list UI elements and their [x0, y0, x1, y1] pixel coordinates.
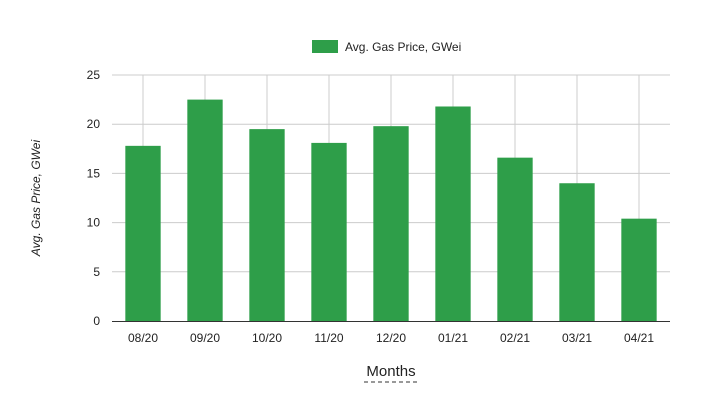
bar: [311, 142, 347, 321]
y-tick-label: 15: [87, 166, 101, 180]
y-tick-labels: 0 5 10 15 20 25: [87, 68, 101, 328]
x-tick-label: 11/20: [314, 331, 343, 345]
x-axis-label: Months: [366, 363, 415, 380]
x-tick-label: 04/21: [624, 331, 654, 345]
y-tick-label: 5: [93, 265, 100, 279]
x-tick-label: 03/21: [562, 331, 592, 345]
bar: [435, 106, 471, 321]
legend-swatch: [312, 40, 338, 53]
y-tick-label: 0: [93, 314, 100, 328]
bar: [187, 99, 223, 321]
bar: [559, 183, 595, 321]
x-tick-labels: 08/20 09/20 10/20 11/20 12/20 01/21 02/21 03/21…: [128, 331, 654, 345]
x-tick-label: 12/20: [376, 331, 406, 345]
bar: [249, 129, 285, 321]
y-tick-label: 10: [87, 216, 101, 230]
x-tick-label: 10/20: [252, 331, 282, 345]
y-tick-label: 25: [87, 68, 101, 82]
legend-label: Avg. Gas Price, GWei: [345, 40, 461, 54]
bar: [373, 126, 409, 321]
bars: [125, 99, 657, 321]
x-tick-label: 01/21: [438, 331, 468, 345]
bar: [497, 157, 533, 321]
x-tick-label: 08/20: [128, 331, 158, 345]
y-tick-label: 20: [87, 117, 101, 131]
bar: [125, 145, 161, 321]
bar: [621, 218, 657, 321]
y-axis-label: Avg. Gas Price, GWei: [29, 140, 43, 258]
legend: Avg. Gas Price, GWei: [312, 40, 461, 54]
x-tick-label: 02/21: [500, 331, 530, 345]
x-tick-label: 09/20: [190, 331, 220, 345]
